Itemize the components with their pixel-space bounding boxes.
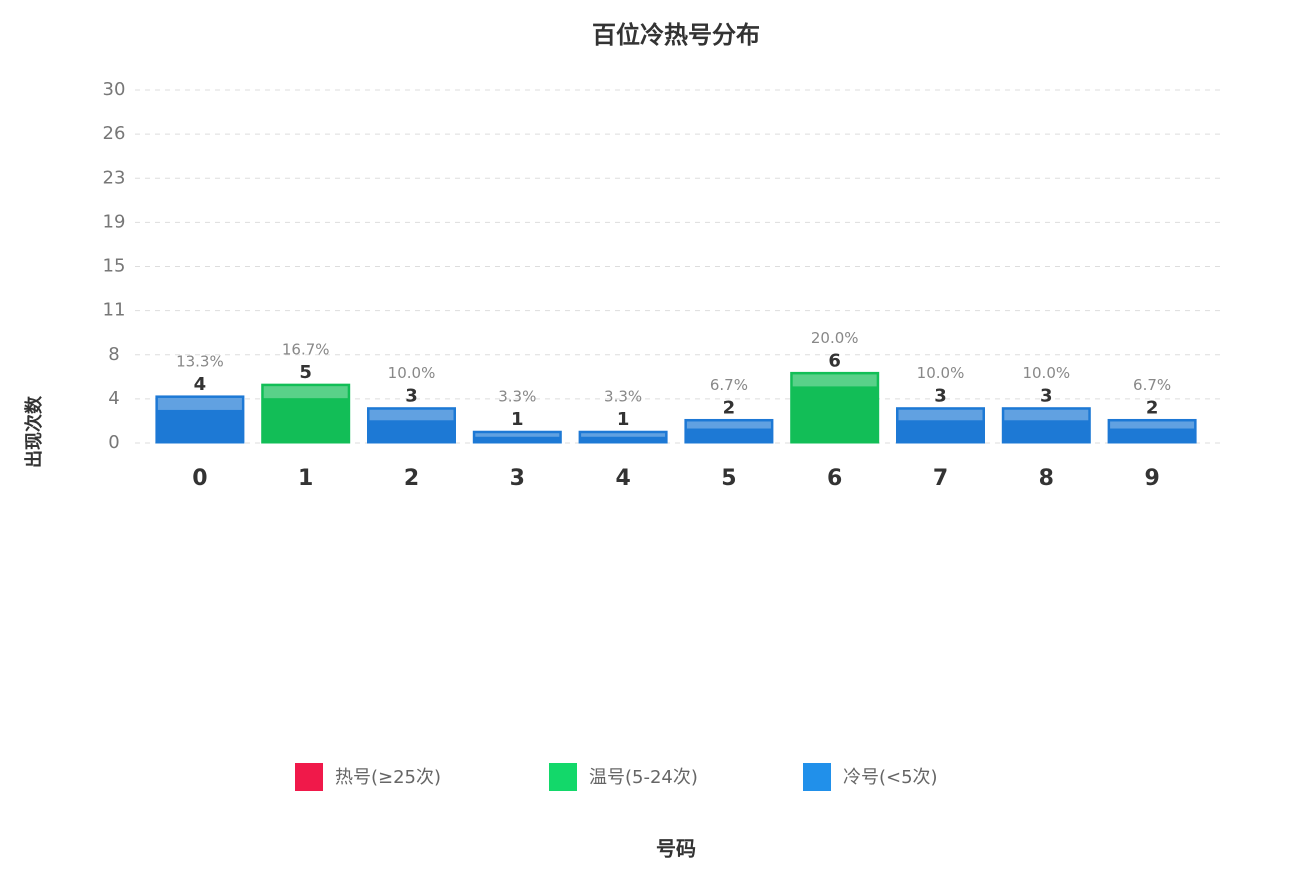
percent-label: 20.0% <box>811 329 859 347</box>
x-tick-label: 9 <box>1144 466 1159 491</box>
y-tick-label: 23 <box>103 167 126 188</box>
x-tick-label: 2 <box>404 466 419 491</box>
percent-label: 13.3% <box>176 352 224 370</box>
y-tick-label: 4 <box>108 388 119 409</box>
legend-swatch <box>549 763 577 791</box>
value-label: 6 <box>828 350 841 371</box>
value-label: 4 <box>194 374 207 395</box>
y-tick-label: 11 <box>103 300 126 321</box>
bar-highlight <box>369 409 454 421</box>
x-tick-label: 6 <box>827 466 842 491</box>
percent-label: 10.0% <box>388 364 436 382</box>
bar-highlight <box>792 374 877 387</box>
bar-highlight <box>1004 409 1089 421</box>
x-tick-label: 4 <box>615 466 630 491</box>
value-label: 3 <box>405 386 418 407</box>
value-label: 5 <box>299 362 312 383</box>
x-tick-label: 3 <box>510 466 525 491</box>
bar <box>367 407 456 444</box>
bar <box>684 418 774 444</box>
bar <box>155 395 245 444</box>
x-tick-label: 5 <box>721 466 736 491</box>
y-tick-label: 26 <box>103 123 126 144</box>
x-axis-label: 号码 <box>656 837 696 861</box>
bar-highlight <box>157 397 242 410</box>
value-label: 1 <box>617 409 630 430</box>
y-tick-label: 0 <box>108 432 119 453</box>
chart-title: 百位冷热号分布 <box>592 21 760 49</box>
bar <box>790 371 880 444</box>
y-tick-label: 30 <box>103 79 126 100</box>
value-label: 1 <box>511 409 524 430</box>
legend-swatch <box>295 763 323 791</box>
bar <box>472 430 562 444</box>
legend-swatch <box>803 763 831 791</box>
y-tick-label: 8 <box>108 344 119 365</box>
y-tick-label: 19 <box>103 211 126 232</box>
legend-label: 冷号(<5次) <box>843 767 938 788</box>
bar <box>896 407 985 444</box>
bar-highlight <box>1110 421 1195 429</box>
value-label: 3 <box>934 386 947 407</box>
x-tick-label: 0 <box>192 466 207 491</box>
percent-label: 10.0% <box>917 364 965 382</box>
bar-highlight <box>898 409 983 421</box>
percent-label: 3.3% <box>498 388 536 406</box>
bar-highlight <box>686 421 771 429</box>
x-tick-label: 8 <box>1039 466 1054 491</box>
bar <box>578 430 668 444</box>
value-label: 3 <box>1040 386 1053 407</box>
x-tick-label: 7 <box>933 466 948 491</box>
bar <box>261 383 351 444</box>
bar <box>1107 418 1197 444</box>
percent-label: 3.3% <box>604 388 642 406</box>
percent-label: 6.7% <box>1133 376 1171 394</box>
bar-highlight <box>263 386 348 399</box>
legend-label: 热号(≥25次) <box>335 767 441 788</box>
legend-label: 温号(5-24次) <box>589 767 698 788</box>
percent-label: 6.7% <box>710 376 748 394</box>
bar-highlight <box>475 433 560 437</box>
value-label: 2 <box>723 397 736 418</box>
value-label: 2 <box>1146 397 1159 418</box>
bar-highlight <box>581 433 666 437</box>
y-axis-label: 出现次数 <box>23 395 45 468</box>
percent-label: 16.7% <box>282 341 330 359</box>
x-tick-label: 1 <box>298 466 313 491</box>
bar <box>1001 407 1091 444</box>
percent-label: 10.0% <box>1022 364 1070 382</box>
y-tick-label: 15 <box>103 256 126 277</box>
